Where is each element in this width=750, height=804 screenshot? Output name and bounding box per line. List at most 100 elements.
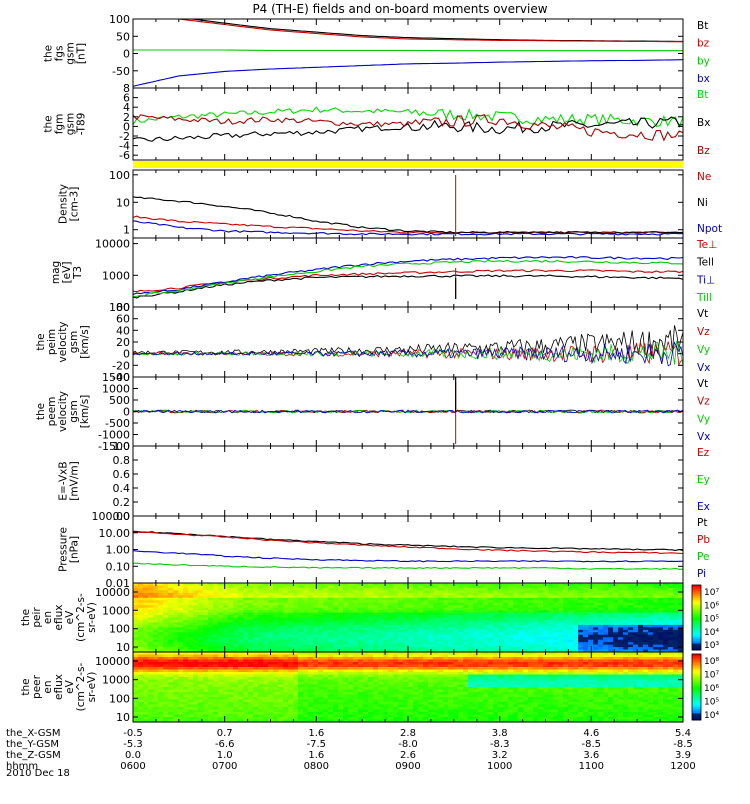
- legend-entry-Vz: Vz: [697, 396, 710, 408]
- y-tick-label: 10: [116, 641, 130, 654]
- colorbar-tick-label: 10⁷: [704, 588, 719, 598]
- legend-entry-Ey: Ey: [697, 474, 710, 486]
- peir-colorbar: 10⁷ 10⁶ 10⁵ 10⁴ 10³: [692, 585, 719, 651]
- y-axis-label: Pressure[nPa]: [58, 527, 81, 572]
- legend-entry-Pe: Pe: [697, 551, 709, 563]
- legend-entry-bz: bz: [697, 38, 710, 50]
- y-tick-label: 10000: [95, 586, 130, 599]
- panel-frame: [133, 307, 683, 377]
- legend-entry-Ez: Ez: [697, 447, 710, 459]
- legend-entry-Ex: Ex: [697, 501, 710, 513]
- fgs-series: [133, 19, 683, 86]
- legend-entry-Vx: Vx: [697, 431, 710, 443]
- y-axis-label: Density[cm-3]: [58, 184, 81, 224]
- legend-entry-bx: bx: [697, 73, 710, 85]
- y-axis-label-line: -T89: [76, 113, 88, 136]
- y-tick-label: 10000: [95, 238, 130, 251]
- panel-frame: [133, 446, 683, 516]
- y-tick-label: 100: [109, 169, 130, 182]
- y-tick-label: 0.2: [113, 496, 131, 509]
- panel-frame: [133, 19, 683, 88]
- legend-entry-Vt: Vt: [697, 308, 708, 320]
- series-line-Bz: [133, 115, 683, 141]
- legend-entry-by: by: [697, 55, 710, 67]
- y-axis-label-line: sr-eV): [86, 602, 98, 633]
- series-line-by: [133, 50, 683, 51]
- colorbar-tick-label: 10⁵: [704, 615, 719, 625]
- colorbar-tick-label: 10³: [704, 641, 719, 651]
- y-tick-label: 0.4: [113, 482, 131, 495]
- y-axis-label-line: [nPa]: [69, 536, 81, 563]
- y-tick-label: 1000: [102, 604, 130, 617]
- legend-entry-Ni: Ni: [697, 197, 708, 209]
- pressure-series: [133, 531, 683, 569]
- panel-frame: [133, 170, 683, 238]
- series-line-Vy: [133, 341, 683, 365]
- legend-entry-Tell: Tell: [696, 257, 714, 269]
- y-tick-label: -50: [112, 65, 130, 78]
- series-line-Till: [133, 260, 683, 296]
- y-tick-label: 50: [116, 30, 130, 43]
- peer-spectrogram: [133, 652, 684, 723]
- legend-entry-Vt: Vt: [697, 378, 708, 390]
- peem-series: [133, 410, 683, 413]
- y-tick-label: 0.10: [106, 560, 131, 573]
- legend-entry-Vx: Vx: [697, 362, 710, 374]
- legend-entry-Bz: Bz: [697, 145, 710, 157]
- y-tick-label: -6: [119, 149, 130, 162]
- legend-entry-Npot: Npot: [697, 223, 722, 235]
- colorbar-tick-label: 10⁶: [704, 601, 719, 611]
- legend-entry-Ne: Ne: [697, 171, 711, 183]
- panel-pressure: 100.0010.001.000.100.01Pressure[nPa]PtPb…: [58, 510, 711, 590]
- legend-entry-Bx: Bx: [697, 117, 710, 129]
- series-line-Ni: [133, 197, 683, 234]
- series-line-Te⊥: [133, 270, 683, 292]
- y-axis-label-line: [cm-3]: [69, 187, 81, 222]
- quality-flag-bar: [133, 161, 683, 168]
- peir-spectrogram: [133, 583, 684, 653]
- series-line-Vz: [133, 342, 683, 365]
- legend-entry-Te⊥: Te⊥: [696, 239, 717, 251]
- legend-entry-Bt: Bt: [697, 20, 708, 32]
- y-tick-label: 0: [123, 48, 130, 61]
- temp-series: [133, 257, 683, 298]
- y-tick-label: 100: [109, 623, 130, 636]
- legend-entry-Pt: Pt: [697, 517, 707, 529]
- legend-entry-Vz: Vz: [697, 326, 710, 338]
- panel-frame: [133, 516, 683, 583]
- y-tick-label: 100: [109, 13, 130, 26]
- colorbar-tick-label: 10⁴: [704, 628, 719, 638]
- y-tick-label: 100.00: [92, 510, 131, 523]
- y-axis-label-line: [km/s]: [79, 395, 91, 429]
- legend-entry-Vy: Vy: [697, 344, 710, 356]
- peim-series: [133, 325, 683, 366]
- y-axis-label: E=-VxB[mV/m]: [58, 461, 81, 500]
- y-axis-label-line: [nT]: [76, 43, 88, 64]
- series-line-Vt: [133, 325, 683, 356]
- y-tick-label: 1: [123, 224, 130, 237]
- y-axis-label: mag[eV]T3: [50, 261, 84, 284]
- fgm-series: [133, 107, 683, 141]
- series-line-Pe: [133, 563, 683, 569]
- y-tick-label: 10.00: [99, 527, 131, 540]
- legend-entry-Pi: Pi: [697, 568, 706, 580]
- legend-entry-Pb: Pb: [697, 534, 710, 546]
- y-axis-label-line: T3: [72, 266, 84, 280]
- legend-entry-Till: Till: [696, 292, 712, 304]
- legend-entry-Vy: Vy: [697, 413, 710, 425]
